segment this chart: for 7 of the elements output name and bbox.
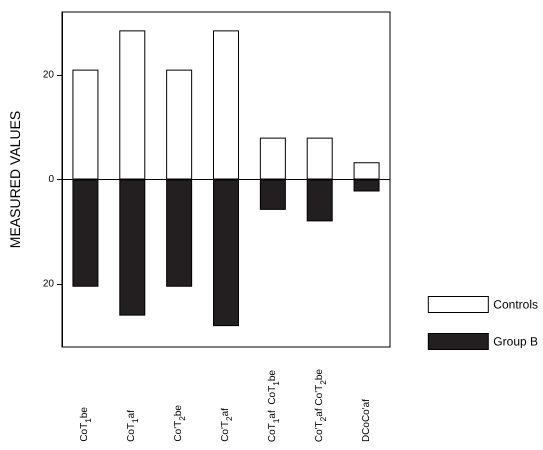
y-tick-label: 20 <box>42 278 54 290</box>
x-tick-label: DCoCo'af <box>360 398 373 442</box>
y-axis-title: MEASURED VALUES <box>7 110 23 248</box>
legend-label: Controls <box>493 298 538 312</box>
y-tick-label: 20 <box>42 69 54 80</box>
y-tick-label: 0 <box>48 174 54 185</box>
legend-label: Group B <box>493 334 538 348</box>
